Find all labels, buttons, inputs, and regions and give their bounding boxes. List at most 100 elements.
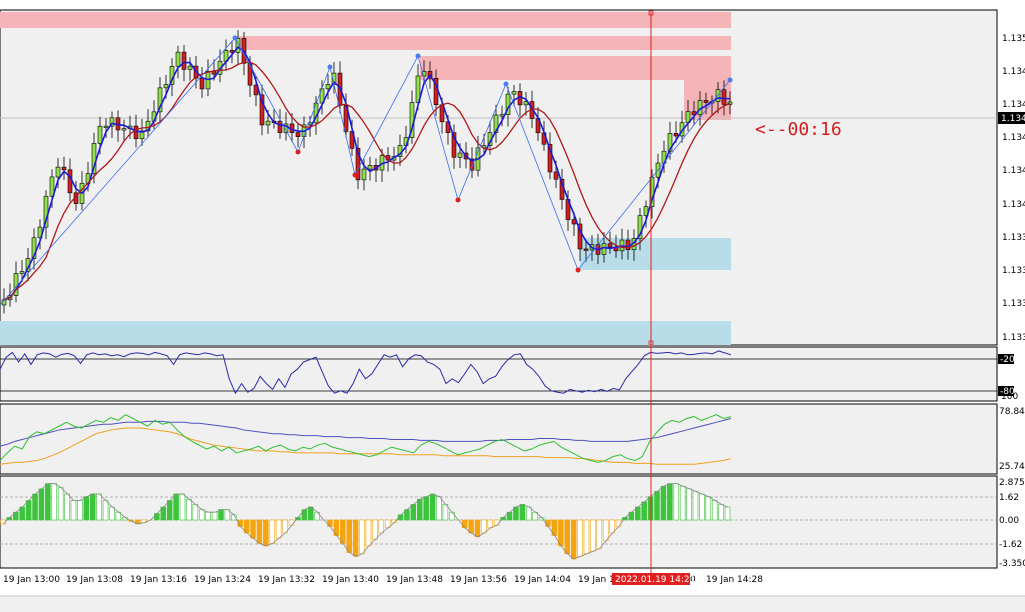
candle-body <box>703 100 709 103</box>
time-label: 19 Jan 13:32 <box>258 575 315 585</box>
histogram-bar <box>667 483 673 521</box>
zigzag-pivot <box>727 77 733 83</box>
candle-body <box>121 128 127 131</box>
candle-body <box>469 158 475 171</box>
histogram-bar <box>570 519 577 560</box>
histogram-bar <box>526 506 532 521</box>
indicator2-purple-line <box>0 418 732 447</box>
histogram-bar <box>173 493 179 521</box>
histogram-bar <box>641 501 647 521</box>
candle-body <box>109 117 115 127</box>
candle-body <box>139 130 145 140</box>
histogram-bar <box>327 519 333 527</box>
indicator3-scale-5: -3.350 <box>999 559 1025 569</box>
indicator2-scale-top: 78.84 <box>999 407 1025 417</box>
histogram-bar <box>724 506 731 521</box>
indicator2-green-line <box>0 414 732 463</box>
time-axis: 19 Jan 13:00 19 Jan 13:08 19 Jan 13:16 1… <box>3 575 763 585</box>
slow-ma-line <box>3 61 731 301</box>
histogram-bar <box>481 519 487 534</box>
histogram-bar <box>64 493 70 521</box>
price-tick-label: 1.134 <box>1002 133 1025 143</box>
price-tick-label: 1.133 <box>1002 233 1025 243</box>
candle-body <box>625 239 631 251</box>
candle-body <box>103 125 109 128</box>
histogram-bar <box>32 493 38 521</box>
crosshair-time-label: 2022.01.19 14:21 <box>615 575 695 585</box>
histogram-bar <box>198 509 205 521</box>
candle-body <box>325 84 331 90</box>
zigzag-pivot <box>575 267 581 273</box>
histogram-bar <box>487 519 494 529</box>
time-label: 19 Jan 13:24 <box>194 575 251 585</box>
histogram-bar <box>686 488 692 521</box>
histogram-bar <box>166 500 173 521</box>
candle-body <box>607 243 613 248</box>
histogram-bar <box>186 498 192 521</box>
indicator1-level-lower: -80 <box>1000 387 1015 397</box>
candle-body <box>601 243 607 255</box>
candle-body <box>265 120 271 126</box>
candle-body <box>547 143 553 173</box>
indicator3-signal-line <box>2 483 728 560</box>
zigzag-line <box>0 37 731 306</box>
histogram-bar <box>340 519 346 544</box>
price-tick-label: 1.134 <box>1002 67 1025 77</box>
indicator2-pane[interactable] <box>0 403 998 475</box>
candle-body <box>727 101 733 105</box>
histogram-bar <box>493 519 500 526</box>
candle-body <box>175 51 181 67</box>
candle-body <box>235 38 241 53</box>
zigzag-pivot <box>352 172 358 178</box>
time-label: 19 Jan 14:28 <box>706 575 763 585</box>
zigzag-pivot <box>455 197 461 203</box>
candle-body <box>49 176 55 197</box>
histogram-bar <box>38 488 45 521</box>
histogram-bar <box>461 519 468 529</box>
candle-body <box>97 125 103 144</box>
histogram-bar <box>577 519 583 557</box>
indicator1-level-bottom: 100 <box>1001 392 1018 402</box>
resistance-zone-3 <box>420 56 731 80</box>
price-tick-label: 1.135 <box>1002 34 1025 44</box>
indicator3-scale-3: 0.00 <box>999 516 1019 526</box>
histogram-bar <box>416 498 423 521</box>
histogram-bar <box>211 511 218 521</box>
candle-body <box>67 169 73 194</box>
candle-body <box>259 94 265 126</box>
histogram-bar <box>154 513 160 521</box>
histogram-bar <box>372 519 378 540</box>
indicator1-line <box>0 350 732 395</box>
candle-body <box>199 77 205 90</box>
candle-body <box>361 168 367 181</box>
histogram-bar <box>96 493 102 521</box>
histogram-bar <box>590 519 596 552</box>
histogram-bar <box>378 519 385 534</box>
indicator1-level-upper: -20 <box>1000 355 1015 365</box>
current-price-label: 1.134 <box>1001 114 1025 124</box>
candle-body <box>451 132 457 158</box>
candle-body <box>133 125 139 140</box>
histogram-bar <box>602 519 609 542</box>
histogram-bar <box>109 506 115 521</box>
horizontal-scrollbar[interactable] <box>0 596 1025 612</box>
indicator1-pane[interactable] <box>0 346 998 402</box>
candle-body <box>187 65 193 70</box>
indicator2-scale-bottom: 25.74 <box>999 462 1025 472</box>
price-tick-label: 1.134 <box>1002 166 1025 176</box>
histogram-bar <box>301 509 308 521</box>
histogram-bar <box>365 519 372 547</box>
histogram-bar <box>410 504 417 521</box>
histogram-bar <box>89 493 96 521</box>
histogram-bar <box>263 519 269 547</box>
candle-body <box>283 123 289 133</box>
histogram-bar <box>83 496 90 521</box>
histogram-bar <box>45 483 51 521</box>
candle-body <box>421 71 427 77</box>
time-label: 19 Jan 13:16 <box>130 575 187 585</box>
histogram-bar <box>436 496 442 521</box>
histogram-bar <box>250 519 256 539</box>
histogram-bar <box>70 500 77 521</box>
time-label: 19 Jan 13:00 <box>3 575 60 585</box>
